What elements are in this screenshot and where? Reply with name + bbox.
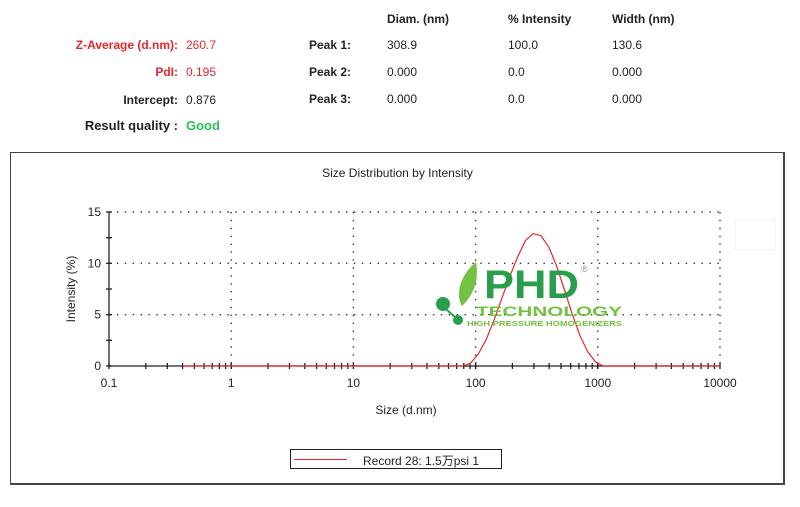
x-axis-label: Size (d.nm) — [375, 403, 436, 417]
svg-text:0: 0 — [94, 359, 101, 373]
result-quality-label: Result quality : — [84, 118, 178, 133]
tick-labels: 0 5 10 15 0.1 1 10 100 1000 10000 — [88, 205, 737, 390]
phd-technology-logo-watermark: PHD ® TECHNOLOGY HIGH PRESSURE HOMOGENIZ… — [436, 262, 623, 328]
svg-text:100: 100 — [466, 376, 486, 390]
grid-lines — [109, 211, 721, 366]
peak-1-label: Peak 1: — [309, 38, 352, 52]
dot-small-icon — [453, 315, 463, 325]
intensity-curve — [182, 232, 720, 367]
svg-text:1: 1 — [228, 376, 235, 390]
header-intensity: % Intensity — [508, 12, 572, 26]
svg-text:PHD: PHD — [484, 263, 579, 307]
svg-text:®: ® — [581, 264, 588, 274]
z-average-label: Z-Average (d.nm): — [75, 38, 178, 52]
dot-large-icon — [436, 297, 450, 311]
chart-frame — [10, 152, 785, 485]
svg-text:0.1: 0.1 — [101, 376, 118, 390]
chart-title: Size Distribution by Intensity — [322, 166, 473, 180]
intercept-label: Intercept: — [123, 93, 178, 107]
peak-1-intensity: 100.0 — [508, 38, 539, 52]
leaf-icon — [458, 262, 477, 306]
pdi-value: 0.195 — [186, 65, 217, 79]
peak-1-diam: 308.9 — [387, 38, 418, 52]
result-quality-value: Good — [186, 118, 220, 133]
peak-3-width: 0.000 — [612, 92, 643, 106]
peak-2-label: Peak 2: — [309, 65, 352, 79]
peak-2-width: 0.000 — [612, 65, 643, 79]
faint-artifact — [734, 219, 776, 251]
svg-text:1000: 1000 — [584, 376, 611, 390]
svg-text:10: 10 — [347, 376, 361, 390]
peak-3-diam: 0.000 — [387, 92, 418, 106]
svg-text:TECHNOLOGY: TECHNOLOGY — [476, 303, 623, 319]
legend-line-swatch — [294, 459, 347, 460]
svg-text:10: 10 — [88, 256, 102, 270]
svg-text:10000: 10000 — [703, 376, 737, 390]
header-width: Width (nm) — [612, 12, 675, 26]
legend-label: Record 28: 1.5万psi 1 — [363, 454, 480, 468]
axes — [106, 211, 721, 369]
header-diam: Diam. (nm) — [387, 12, 450, 26]
y-axis-label: Intensity (%) — [64, 256, 78, 323]
pdi-label: PdI: — [155, 65, 178, 79]
chart-legend: Record 28: 1.5万psi 1 — [290, 449, 502, 469]
svg-text:HIGH PRESSURE HOMOGENIZERS: HIGH PRESSURE HOMOGENIZERS — [467, 321, 622, 328]
peak-3-label: Peak 3: — [309, 92, 352, 106]
peak-2-diam: 0.000 — [387, 65, 418, 79]
intercept-value: 0.876 — [186, 93, 217, 107]
svg-text:5: 5 — [94, 308, 101, 322]
z-average-value: 260.7 — [186, 38, 217, 52]
peak-3-intensity: 0.0 — [508, 92, 525, 106]
svg-text:15: 15 — [88, 205, 102, 219]
peak-1-width: 130.6 — [612, 38, 643, 52]
peak-2-intensity: 0.0 — [508, 65, 525, 79]
